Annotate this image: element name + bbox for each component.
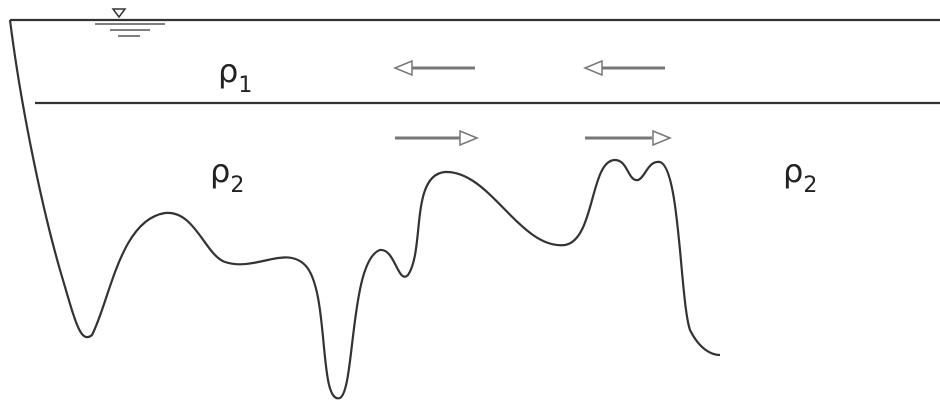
density-subscript: 1 bbox=[238, 73, 252, 98]
water-level-symbol bbox=[95, 9, 165, 36]
lower-layer-arrow bbox=[585, 131, 670, 145]
density-subscript: 2 bbox=[803, 173, 817, 198]
diagram: ρ1 ρ2 ρ2 bbox=[0, 0, 940, 409]
density-symbol: ρ bbox=[218, 52, 238, 90]
page: ρ1 ρ2 ρ2 (() => { const data = JSON.pars… bbox=[0, 0, 940, 409]
density-label: ρ2 bbox=[783, 152, 817, 198]
upper-layer-arrow bbox=[395, 61, 475, 75]
upper-layer-arrow bbox=[585, 61, 665, 75]
density-symbol: ρ bbox=[210, 152, 230, 190]
density-label: ρ1 bbox=[218, 52, 252, 98]
lower-layer-arrow bbox=[395, 131, 477, 145]
density-symbol: ρ bbox=[783, 152, 803, 190]
seabed-profile bbox=[10, 20, 720, 398]
density-label: ρ2 bbox=[210, 152, 244, 198]
density-subscript: 2 bbox=[230, 173, 244, 198]
